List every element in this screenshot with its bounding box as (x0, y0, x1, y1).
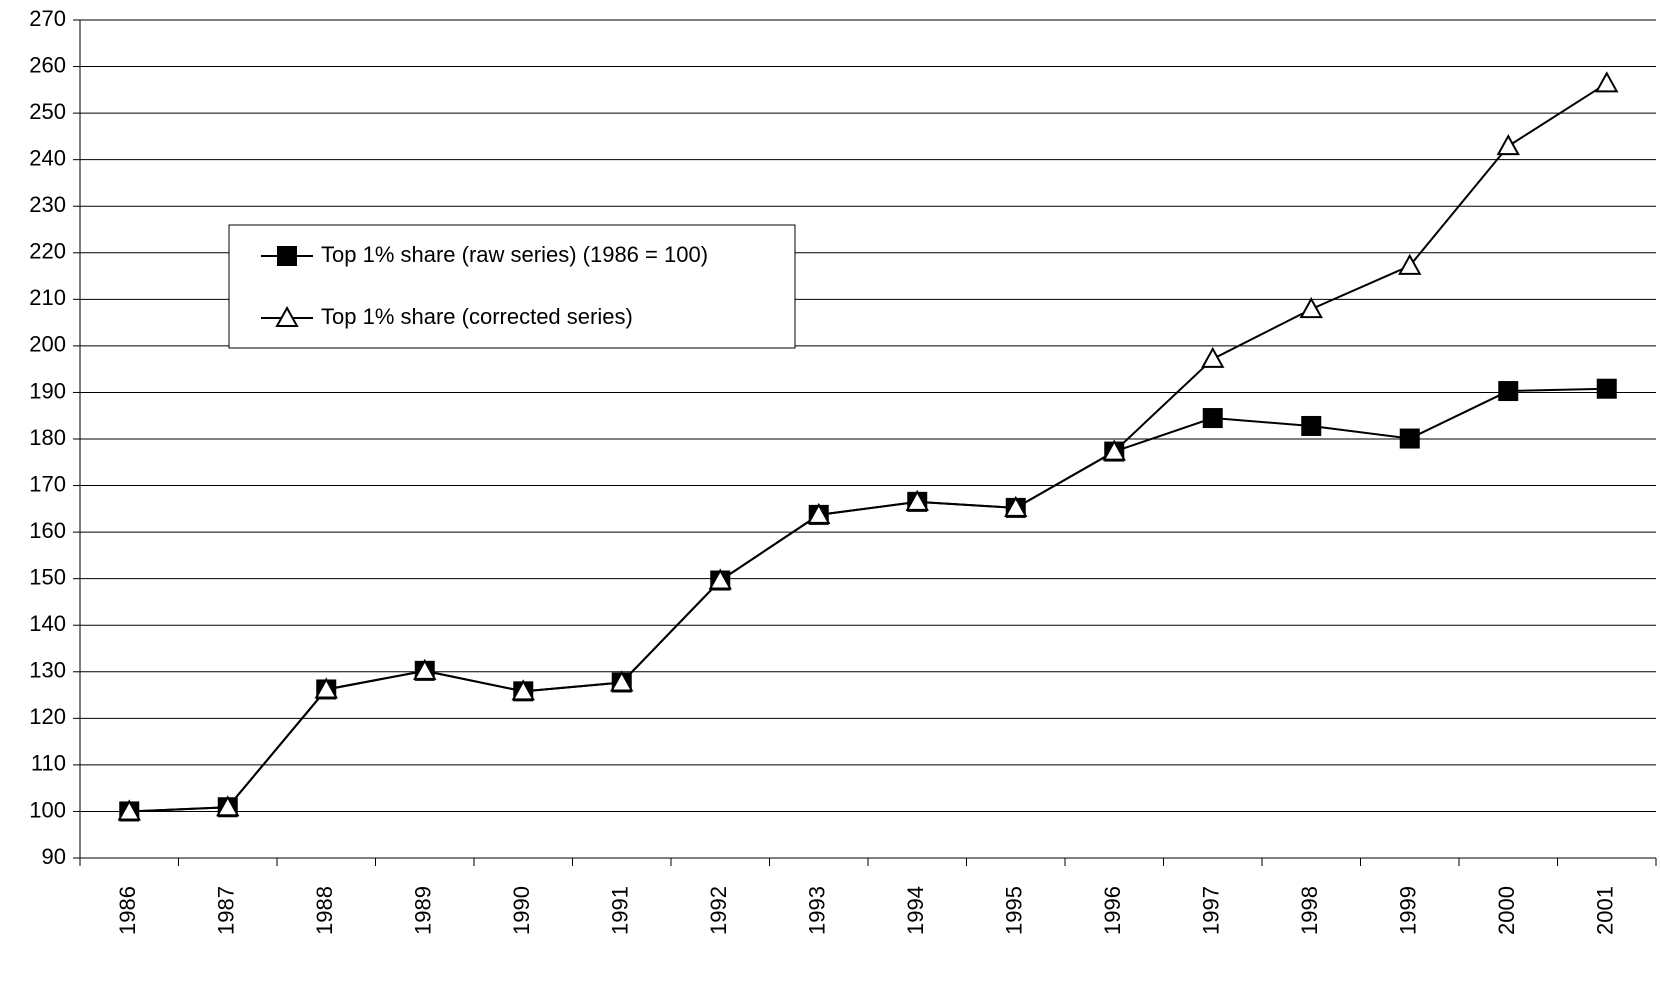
legend-marker (275, 305, 299, 327)
y-tick-label: 160 (29, 518, 66, 543)
data-point (1496, 134, 1520, 156)
legend-label: Top 1% share (raw series) (1986 = 100) (321, 242, 708, 267)
y-tick-label: 260 (29, 52, 66, 77)
x-tick-label: 1995 (1002, 886, 1027, 935)
x-tick-label: 1988 (312, 886, 337, 935)
x-tick-label: 1987 (214, 886, 239, 935)
data-point (1004, 495, 1028, 517)
x-tick-label: 1990 (509, 886, 534, 935)
legend-marker (277, 246, 297, 266)
data-point (1595, 71, 1619, 93)
series-line (129, 82, 1608, 813)
y-tick-label: 110 (31, 751, 66, 776)
x-tick-label: 1992 (706, 886, 731, 935)
x-tick-label: 1999 (1396, 886, 1421, 935)
x-tick-label: 1993 (805, 886, 830, 935)
data-point (314, 677, 338, 699)
data-point (905, 489, 929, 511)
y-tick-label: 120 (29, 704, 66, 729)
legend-label: Top 1% share (corrected series) (321, 304, 633, 329)
y-tick-label: 180 (29, 425, 66, 450)
y-tick-label: 270 (29, 6, 66, 31)
y-tick-label: 130 (29, 658, 66, 683)
data-point (216, 795, 240, 817)
y-tick-label: 170 (29, 471, 66, 496)
data-point (708, 568, 732, 590)
data-point (511, 679, 535, 701)
y-tick-label: 240 (29, 145, 66, 170)
data-point (610, 670, 634, 692)
x-tick-label: 1989 (411, 886, 436, 935)
y-tick-label: 220 (29, 239, 66, 264)
data-point (413, 658, 437, 680)
y-tick-label: 210 (29, 285, 66, 310)
data-point (1596, 378, 1617, 399)
x-tick-label: 2001 (1593, 886, 1618, 935)
x-tick-label: 1991 (608, 886, 633, 935)
data-point (1301, 415, 1322, 436)
legend-box (228, 224, 796, 349)
y-tick-label: 190 (29, 378, 66, 403)
data-point (1202, 408, 1223, 429)
data-point (807, 502, 831, 524)
x-tick-label: 1997 (1199, 886, 1224, 935)
y-tick-label: 250 (29, 99, 66, 124)
data-point (1201, 346, 1225, 368)
x-tick-label: 2000 (1494, 886, 1519, 935)
data-point (1102, 439, 1126, 461)
y-tick-label: 200 (29, 332, 66, 357)
data-point (1299, 297, 1323, 319)
y-tick-label: 140 (29, 611, 66, 636)
data-point (1498, 381, 1519, 402)
data-point (1398, 253, 1422, 275)
y-tick-label: 100 (29, 797, 66, 822)
data-point (1399, 428, 1420, 449)
x-tick-label: 1998 (1297, 886, 1322, 935)
data-point (117, 799, 141, 821)
x-tick-label: 1996 (1100, 886, 1125, 935)
y-tick-label: 150 (29, 564, 66, 589)
x-tick-label: 1986 (115, 886, 140, 935)
y-tick-label: 90 (42, 844, 66, 869)
y-tick-label: 230 (29, 192, 66, 217)
x-tick-label: 1994 (903, 886, 928, 935)
series-line (129, 387, 1607, 813)
